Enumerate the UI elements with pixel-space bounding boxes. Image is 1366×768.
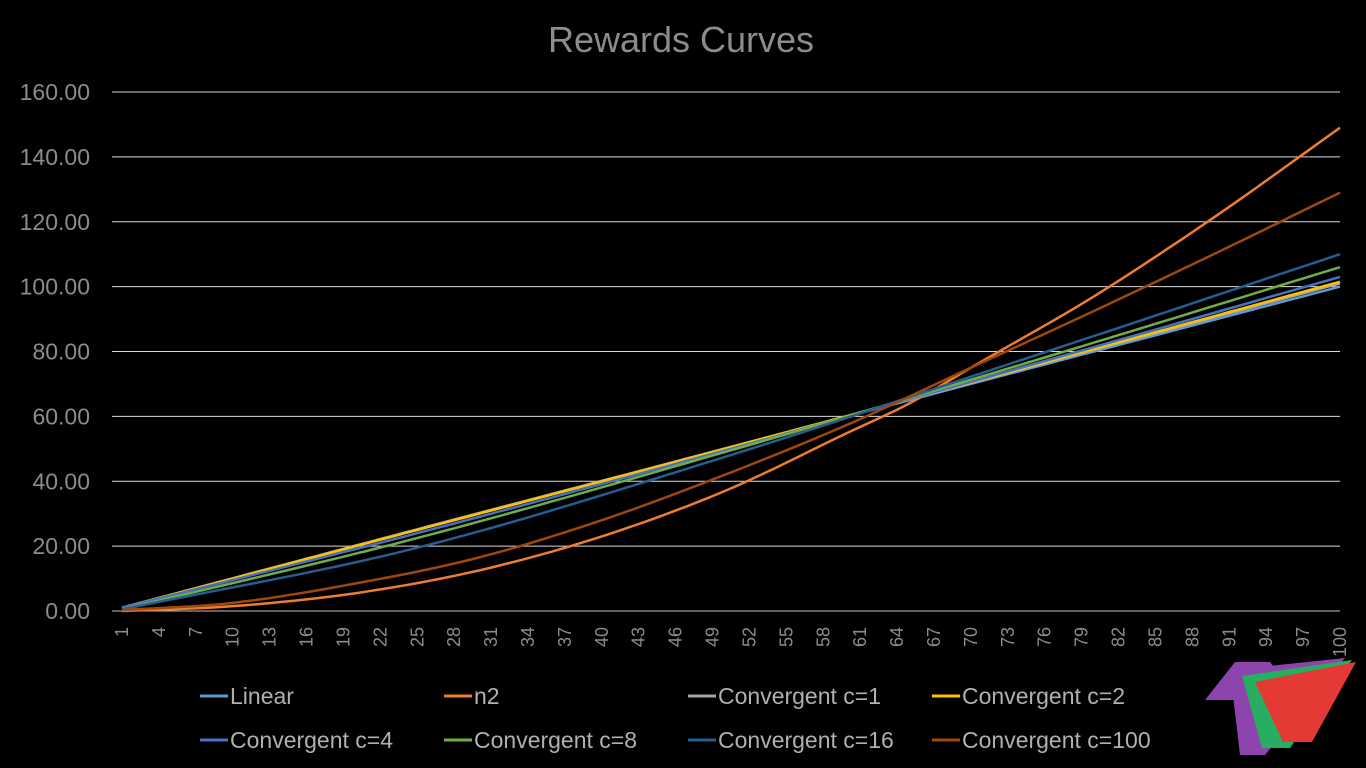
x-tick-label: 16 (297, 627, 317, 647)
legend-item: Linear (200, 683, 294, 709)
x-tick-label: 76 (1035, 627, 1055, 647)
x-tick-label: 73 (998, 627, 1018, 647)
x-tick-label: 10 (223, 627, 243, 647)
legend-label: Convergent c=100 (962, 727, 1151, 753)
x-tick-label: 94 (1256, 627, 1276, 647)
x-tick-label: 55 (776, 627, 796, 647)
legend-label: Linear (230, 683, 294, 709)
y-tick-label: 140.00 (20, 144, 90, 170)
x-tick-label: 43 (629, 627, 649, 647)
legend-item: Convergent c=8 (444, 727, 637, 753)
legend-item: Convergent c=2 (932, 683, 1125, 709)
x-tick-label: 40 (592, 627, 612, 647)
x-tick-label: 52 (739, 627, 759, 647)
x-axis-ticks: 1 4 7 10 13 16 19 22 25 28 31 34 37 40 43 46 49 52 55 58 61 6… (112, 627, 1350, 657)
legend-label: Convergent c=2 (962, 683, 1125, 709)
y-tick-label: 40.00 (32, 468, 90, 494)
series-line-1 (121, 126, 1341, 613)
series-line-5 (121, 266, 1341, 611)
logo-icon (1205, 658, 1356, 755)
x-tick-label: 49 (703, 627, 723, 647)
chart-title: Rewards Curves (548, 19, 814, 60)
x-tick-label: 58 (813, 627, 833, 647)
legend-item: n2 (444, 683, 500, 709)
x-tick-label: 88 (1182, 627, 1202, 647)
x-tick-label: 70 (961, 627, 981, 647)
x-tick-label: 13 (260, 627, 280, 647)
x-tick-label: 61 (850, 627, 870, 647)
x-tick-label: 1 (112, 627, 132, 637)
x-tick-label: 79 (1072, 627, 1092, 647)
x-tick-label: 85 (1145, 627, 1165, 647)
y-tick-label: 0.00 (45, 598, 90, 624)
legend-label: Convergent c=8 (474, 727, 637, 753)
y-axis-ticks: 0.00 20.00 40.00 60.00 80.00 100.00 120.00 140.… (20, 79, 90, 624)
x-tick-label: 4 (149, 627, 169, 637)
x-tick-label: 64 (887, 627, 907, 647)
x-tick-label: 91 (1219, 627, 1239, 647)
x-tick-label: 7 (186, 627, 206, 637)
series-line-6 (121, 253, 1341, 611)
x-tick-label: 28 (444, 627, 464, 647)
y-tick-label: 80.00 (32, 339, 90, 365)
legend-item: Convergent c=100 (932, 727, 1151, 753)
legend: Linear n2 Convergent c=1 Convergent c=2 Conv… (200, 683, 1151, 753)
series-line-4 (121, 275, 1341, 610)
legend-item: Convergent c=16 (688, 727, 894, 753)
legend-item: Convergent c=4 (200, 727, 393, 753)
x-tick-label: 22 (370, 627, 390, 647)
x-tick-label: 31 (481, 627, 501, 647)
y-tick-label: 20.00 (32, 533, 90, 559)
x-tick-label: 82 (1109, 627, 1129, 647)
series-line-7 (121, 191, 1341, 612)
x-tick-label: 46 (666, 627, 686, 647)
x-tick-label: 97 (1293, 627, 1313, 647)
x-tick-label: 67 (924, 627, 944, 647)
legend-label: Convergent c=16 (718, 727, 894, 753)
legend-label: Convergent c=1 (718, 683, 881, 709)
gridlines (112, 91, 1340, 612)
x-tick-label: 25 (407, 627, 427, 647)
y-tick-label: 160.00 (20, 79, 90, 105)
legend-item: Convergent c=1 (688, 683, 881, 709)
y-tick-label: 60.00 (32, 403, 90, 429)
y-tick-label: 100.00 (20, 274, 90, 300)
x-tick-label: 100 (1330, 627, 1350, 657)
x-tick-label: 19 (333, 627, 353, 647)
legend-label: n2 (474, 683, 500, 709)
series-lines (121, 126, 1341, 613)
series-line-3 (121, 280, 1341, 610)
x-tick-label: 34 (518, 627, 538, 647)
legend-label: Convergent c=4 (230, 727, 393, 753)
x-tick-label: 37 (555, 627, 575, 647)
y-tick-label: 120.00 (20, 209, 90, 235)
